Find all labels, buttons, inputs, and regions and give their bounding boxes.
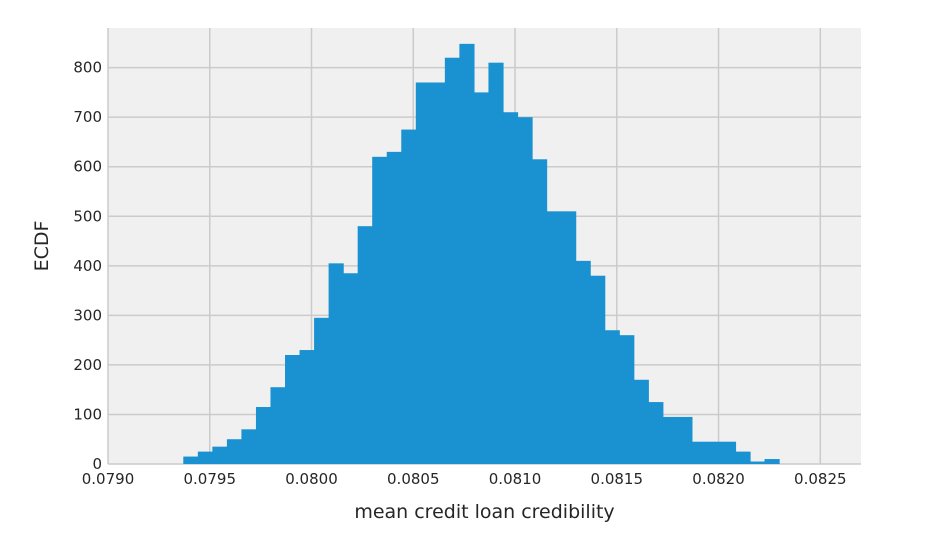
- x-tick-label: 0.0810: [489, 470, 542, 488]
- histogram-bar: [764, 459, 780, 464]
- histogram-bar: [619, 335, 635, 464]
- histogram-bar: [575, 260, 591, 464]
- histogram-bar: [226, 439, 243, 464]
- y-axis-ticks: 0 100 200 300 400 500 600 700 800: [73, 59, 102, 473]
- histogram-bar: [241, 429, 257, 464]
- histogram-bars: [183, 43, 780, 465]
- histogram-bar: [255, 407, 272, 464]
- y-tick-label: 800: [73, 59, 102, 77]
- y-tick-label: 0: [92, 455, 102, 473]
- histogram-bar: [648, 402, 664, 464]
- histogram-bar: [372, 156, 388, 464]
- y-axis-label: ECDF: [31, 221, 53, 272]
- histogram-bar: [604, 330, 620, 464]
- histogram-bar: [532, 159, 548, 464]
- histogram-bar: [328, 263, 344, 464]
- histogram-bar: [285, 355, 301, 464]
- y-tick-label: 100: [73, 405, 102, 423]
- histogram-bar: [473, 92, 490, 464]
- histogram-bar: [459, 43, 475, 464]
- histogram-bar: [343, 273, 359, 464]
- x-axis-ticks: 0.0790 0.0795 0.0800 0.0805 0.0810 0.0815 0.08…: [82, 470, 847, 488]
- histogram-bar: [488, 62, 504, 464]
- histogram-bar: [706, 441, 722, 464]
- x-tick-label: 0.0825: [794, 470, 847, 488]
- histogram-bar: [444, 57, 460, 465]
- histogram-bar: [314, 317, 330, 464]
- y-tick-label: 600: [73, 158, 102, 176]
- histogram-bar: [633, 379, 649, 464]
- histogram-bar: [357, 226, 373, 464]
- histogram-bar: [546, 211, 562, 464]
- histogram-bar: [502, 112, 519, 465]
- histogram-bar: [415, 82, 431, 464]
- x-tick-label: 0.0820: [692, 470, 745, 488]
- histogram-bar: [212, 446, 228, 464]
- histogram-bar: [430, 82, 446, 464]
- histogram-bar: [662, 416, 678, 464]
- x-tick-label: 0.0800: [285, 470, 338, 488]
- y-tick-label: 300: [73, 306, 102, 324]
- y-tick-label: 500: [73, 207, 102, 225]
- y-tick-label: 700: [73, 108, 102, 126]
- histogram-bar: [183, 456, 199, 464]
- histogram-bar: [299, 350, 315, 464]
- histogram-bar: [517, 117, 533, 464]
- histogram-bar: [677, 416, 693, 464]
- x-tick-label: 0.0790: [82, 470, 135, 488]
- histogram-bar: [386, 151, 402, 464]
- x-tick-label: 0.0795: [184, 470, 237, 488]
- y-tick-label: 200: [73, 356, 102, 374]
- histogram-bar: [691, 441, 708, 464]
- x-tick-label: 0.0805: [387, 470, 440, 488]
- histogram-bar: [561, 211, 577, 464]
- histogram-bar: [720, 441, 737, 464]
- y-tick-label: 400: [73, 257, 102, 275]
- histogram-bar: [735, 451, 751, 464]
- histogram-bar: [270, 387, 286, 464]
- histogram-bar: [590, 275, 606, 464]
- histogram-bar: [197, 451, 213, 464]
- x-axis-label: mean credit loan credibility: [354, 501, 614, 523]
- x-tick-label: 0.0815: [591, 470, 644, 488]
- histogram-bar: [401, 129, 417, 464]
- histogram-bar: [750, 461, 766, 464]
